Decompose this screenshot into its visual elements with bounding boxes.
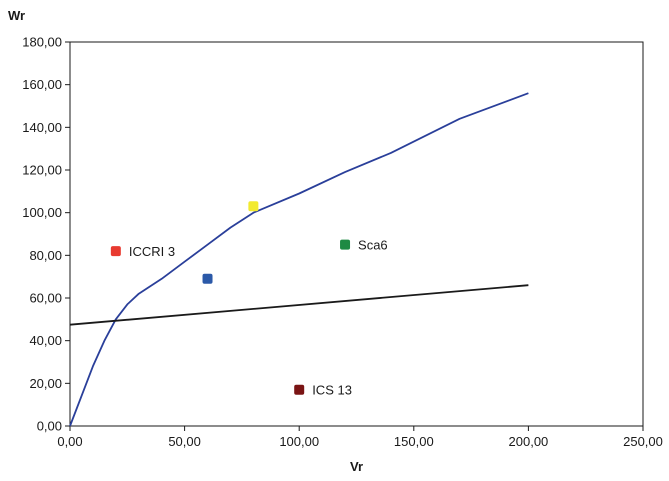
curves bbox=[69, 92, 529, 427]
data-point-label: ICCRI 3 bbox=[129, 244, 175, 259]
data-point-label: Sca6 bbox=[358, 238, 388, 253]
x-tick-label: 0,00 bbox=[57, 434, 82, 449]
y-tick-label: 140,00 bbox=[22, 120, 62, 135]
data-point bbox=[248, 201, 259, 212]
x-axis-title: Vr bbox=[350, 459, 363, 474]
y-tick-label: 80,00 bbox=[29, 248, 62, 263]
y-tick-label: 40,00 bbox=[29, 333, 62, 348]
plot-area bbox=[69, 41, 644, 427]
y-tick-label: 180,00 bbox=[22, 35, 62, 50]
y-tick-label: 100,00 bbox=[22, 205, 62, 220]
plot-frame bbox=[69, 41, 644, 427]
x-tick-label: 100,00 bbox=[279, 434, 319, 449]
y-tick-label: 160,00 bbox=[22, 77, 62, 92]
data-point-label: ICS 13 bbox=[312, 383, 352, 398]
data-points: ICCRI 3 Sca6 ICS 13 bbox=[110, 201, 388, 398]
y-tick-label: 120,00 bbox=[22, 163, 62, 178]
x-tick-label: 50,00 bbox=[168, 434, 201, 449]
y-axis: 0,00 20,00 40,00 60,00 80,00 100,00 120,00 140,… bbox=[22, 35, 70, 434]
data-point bbox=[110, 246, 121, 257]
data-point bbox=[340, 239, 351, 250]
x-tick-label: 200,00 bbox=[509, 434, 549, 449]
x-axis: 0,00 50,00 100,00 150,00 200,00 250,00 bbox=[57, 426, 663, 449]
series-line bbox=[69, 92, 529, 427]
y-tick-label: 20,00 bbox=[29, 376, 62, 391]
x-tick-label: 250,00 bbox=[623, 434, 663, 449]
x-tick-label: 150,00 bbox=[394, 434, 434, 449]
series-line bbox=[69, 284, 529, 326]
y-tick-label: 60,00 bbox=[29, 291, 62, 306]
data-point bbox=[202, 273, 213, 284]
y-axis-title: Wr bbox=[8, 8, 25, 23]
data-point bbox=[294, 384, 305, 395]
y-tick-label: 0,00 bbox=[37, 419, 62, 434]
